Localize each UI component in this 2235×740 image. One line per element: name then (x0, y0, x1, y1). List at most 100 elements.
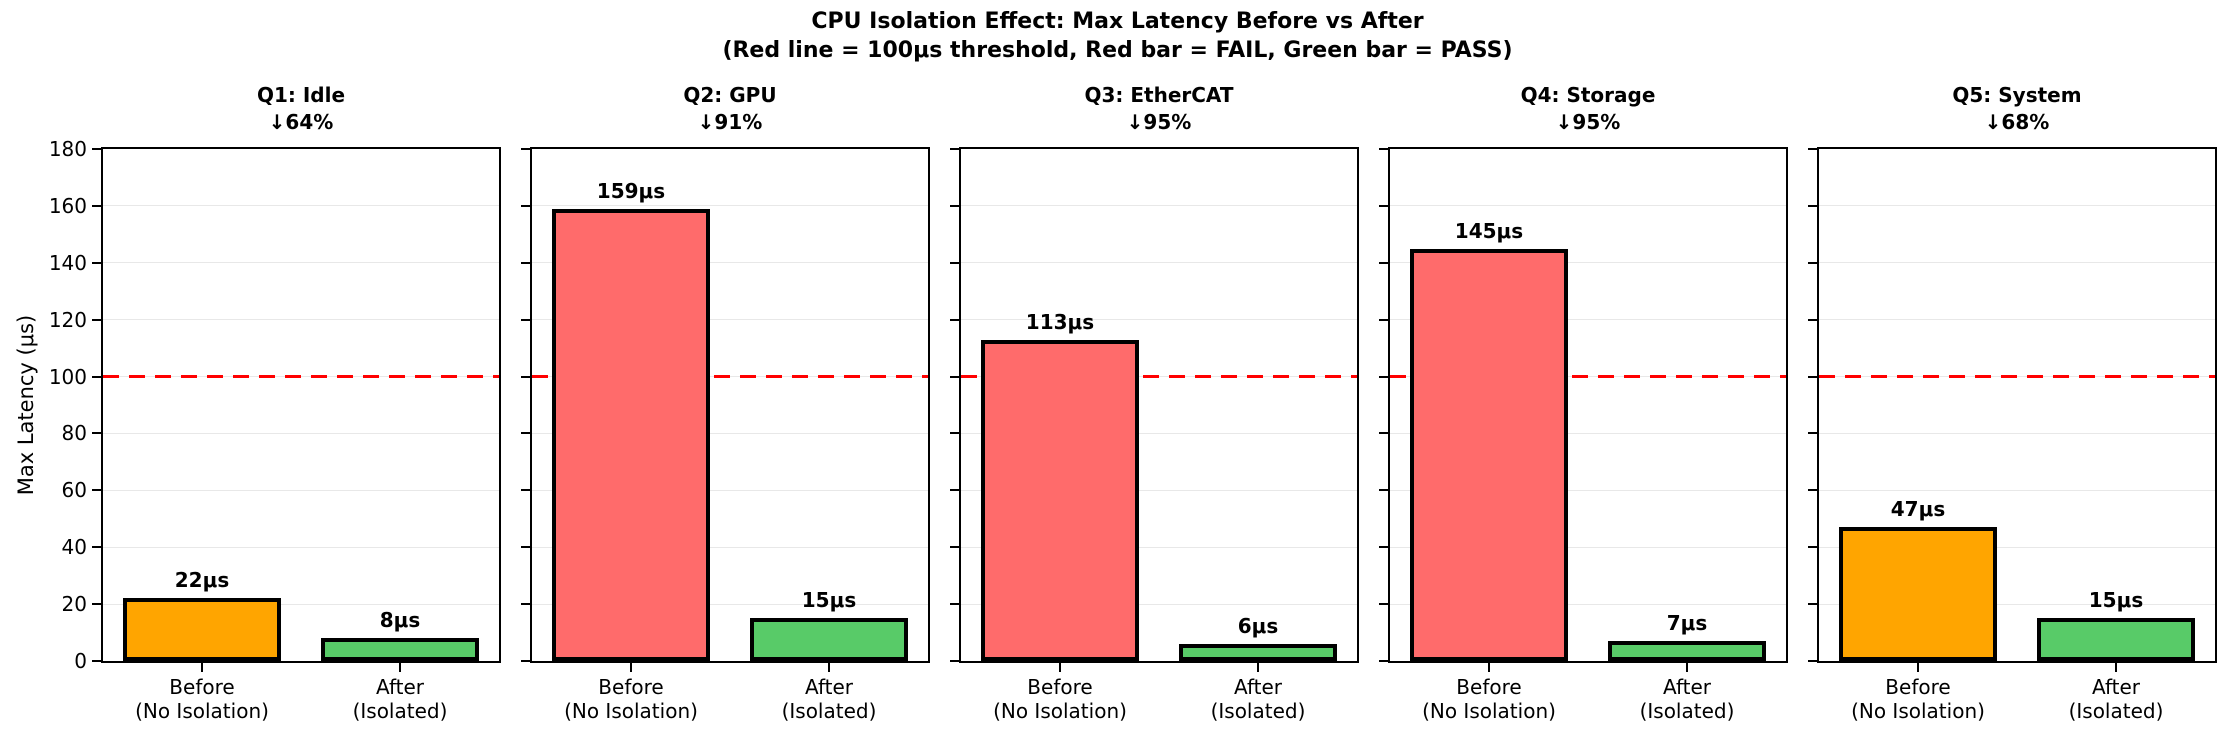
threshold-line (103, 375, 499, 379)
y-tick-0 (950, 660, 959, 662)
y-tick-label-20: 20 (61, 592, 87, 617)
y-tick-60 (92, 489, 101, 492)
gridline-40 (103, 546, 499, 548)
y-tick-80 (950, 432, 959, 435)
y-tick-140 (950, 261, 959, 264)
x-tick-label-1: Before (No Isolation) (103, 675, 301, 723)
x-tick-label-2: After (Isolated) (301, 675, 499, 723)
gridline-20 (532, 603, 928, 605)
gridline-140 (961, 262, 1357, 264)
panel-title-text: Q3: EtherCAT (1084, 83, 1234, 107)
bar-after (320, 638, 480, 661)
figure-title-line2: (Red line = 100μs threshold, Red bar = F… (722, 38, 1513, 63)
y-tick-180 (1379, 148, 1388, 150)
y-tick-0 (1379, 660, 1388, 662)
y-tick-40 (1379, 546, 1388, 549)
x-tick-2 (2115, 663, 2117, 672)
gridline-160 (532, 205, 928, 207)
chart-panel-4: Q4: Storage ↓95% 145μs Before (No Isolation)… (1379, 0, 1788, 740)
panel-title-text: Q5: System (1952, 83, 2082, 107)
y-tick-label-180: 180 (48, 137, 87, 161)
y-tick-180 (92, 148, 101, 150)
gridline-20 (1819, 603, 2215, 605)
gridline-60 (961, 489, 1357, 491)
x-tick-1 (1488, 663, 1490, 672)
y-tick-20 (92, 603, 101, 606)
gridline-80 (1819, 432, 2215, 434)
y-tick-80 (92, 432, 101, 435)
y-tick-20 (1808, 603, 1817, 606)
x-tick-label-line: Before (169, 675, 235, 699)
y-tick-80 (1808, 432, 1817, 435)
y-tick-160 (92, 204, 101, 207)
plot-area: 0 20 40 60 80 100 120 140 160 180 22μs Before (No Is… (49, 137, 501, 723)
y-tick-80 (521, 432, 530, 435)
chart-panel-1: Q1: Idle ↓64% 0 20 40 60 80 100 120 140 160 180 22μs… (49, 0, 501, 740)
y-tick-0 (521, 660, 530, 662)
bar-value-label: 6μs (1237, 613, 1279, 638)
gridline-140 (103, 262, 499, 264)
y-tick-0 (1808, 660, 1817, 662)
gridline-20 (961, 603, 1357, 605)
gridline-120 (1390, 319, 1786, 321)
bar-before (980, 339, 1140, 661)
y-tick-60 (1379, 489, 1388, 492)
y-tick-label-140: 140 (48, 250, 87, 275)
gridline-160 (1390, 205, 1786, 207)
plot-area: 47μs Before (No Isolation) 15μs After (Isolat… (1808, 147, 2217, 723)
panel-reduction: ↓68% (1984, 110, 2050, 134)
gridline-80 (103, 432, 499, 434)
y-tick-120 (1808, 318, 1817, 321)
bar-before (551, 208, 711, 661)
gridline-140 (1819, 262, 2215, 264)
y-tick-120 (1379, 318, 1388, 321)
x-tick-label-line: (No Isolation) (135, 699, 269, 723)
y-tick-100 (950, 375, 959, 378)
bar-before (1838, 527, 1998, 661)
x-tick-2 (399, 663, 401, 672)
y-tick-label-160: 160 (48, 193, 87, 218)
y-tick-160 (950, 204, 959, 207)
bar-value-label: 113μs (1025, 309, 1095, 334)
plot-area: 145μs Before (No Isolation) 7μs After (Isolat… (1379, 147, 1788, 723)
chart-panel-2: Q2: GPU ↓91% 159μs Before (No Isolation) 15μs… (521, 0, 930, 740)
gridline-40 (532, 546, 928, 548)
y-tick-120 (521, 318, 530, 321)
y-tick-label-100: 100 (48, 364, 87, 389)
y-tick-20 (1379, 603, 1388, 606)
y-tick-100 (521, 375, 530, 378)
x-tick-1 (201, 663, 203, 672)
y-tick-160 (1808, 204, 1817, 207)
x-tick-label-line: After (375, 675, 425, 699)
panel-title-text: Q4: Storage (1520, 83, 1656, 107)
bar-value-label: 15μs (2088, 588, 2144, 613)
gridline-80 (1390, 432, 1786, 434)
y-tick-80 (1379, 432, 1388, 435)
y-tick-40 (1808, 546, 1817, 549)
y-tick-20 (950, 603, 959, 606)
bar-after (1607, 641, 1767, 661)
y-tick-100 (92, 375, 101, 378)
x-tick-1 (1059, 663, 1061, 672)
gridline-120 (1819, 319, 2215, 321)
panel-title-text: Q1: Idle (256, 83, 346, 107)
bar-before (1409, 248, 1569, 661)
panel-reduction: ↓91% (697, 110, 763, 134)
x-tick-label-line: After (1233, 675, 1283, 699)
x-tick-1 (630, 663, 632, 672)
x-tick-label-2: After (Isolated) (1588, 675, 1786, 723)
x-tick-label-line: (Isolated) (352, 699, 448, 723)
y-tick-160 (521, 204, 530, 207)
x-tick-2 (828, 663, 830, 672)
x-tick-label-1: Before (No Isolation) (532, 675, 730, 723)
x-tick-label-line: After (804, 675, 854, 699)
panel-title: Q3: EtherCAT ↓95% (959, 82, 1359, 136)
y-tick-180 (521, 148, 530, 150)
bar-value-label: 15μs (801, 588, 857, 613)
bar-value-label: 8μs (379, 608, 421, 633)
x-tick-label-line: (No Isolation) (1851, 699, 1985, 723)
x-tick-label-2: After (Isolated) (730, 675, 928, 723)
y-tick-60 (950, 489, 959, 492)
plot-area: 159μs Before (No Isolation) 15μs After (Isola… (521, 147, 930, 723)
y-axis-label: Max Latency (μs) (14, 314, 38, 496)
